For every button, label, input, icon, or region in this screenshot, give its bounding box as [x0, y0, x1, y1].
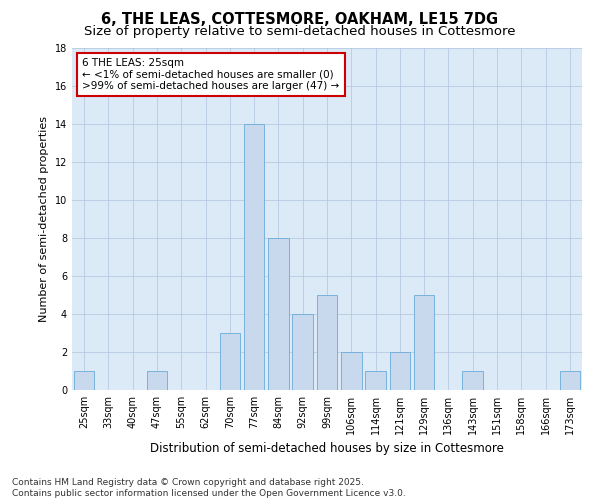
Bar: [268, 238, 289, 390]
Bar: [365, 371, 386, 390]
Text: Contains HM Land Registry data © Crown copyright and database right 2025.
Contai: Contains HM Land Registry data © Crown c…: [12, 478, 406, 498]
Text: 6, THE LEAS, COTTESMORE, OAKHAM, LE15 7DG: 6, THE LEAS, COTTESMORE, OAKHAM, LE15 7D…: [101, 12, 499, 28]
Bar: [463, 371, 483, 390]
X-axis label: Distribution of semi-detached houses by size in Cottesmore: Distribution of semi-detached houses by …: [150, 442, 504, 456]
Bar: [341, 352, 362, 390]
Bar: [220, 333, 240, 390]
Text: Size of property relative to semi-detached houses in Cottesmore: Size of property relative to semi-detach…: [84, 25, 516, 38]
Bar: [317, 295, 337, 390]
Text: 6 THE LEAS: 25sqm
← <1% of semi-detached houses are smaller (0)
>99% of semi-det: 6 THE LEAS: 25sqm ← <1% of semi-detached…: [82, 58, 340, 91]
Bar: [244, 124, 265, 390]
Bar: [389, 352, 410, 390]
Bar: [414, 295, 434, 390]
Y-axis label: Number of semi-detached properties: Number of semi-detached properties: [39, 116, 49, 322]
Bar: [292, 314, 313, 390]
Bar: [74, 371, 94, 390]
Bar: [560, 371, 580, 390]
Bar: [146, 371, 167, 390]
